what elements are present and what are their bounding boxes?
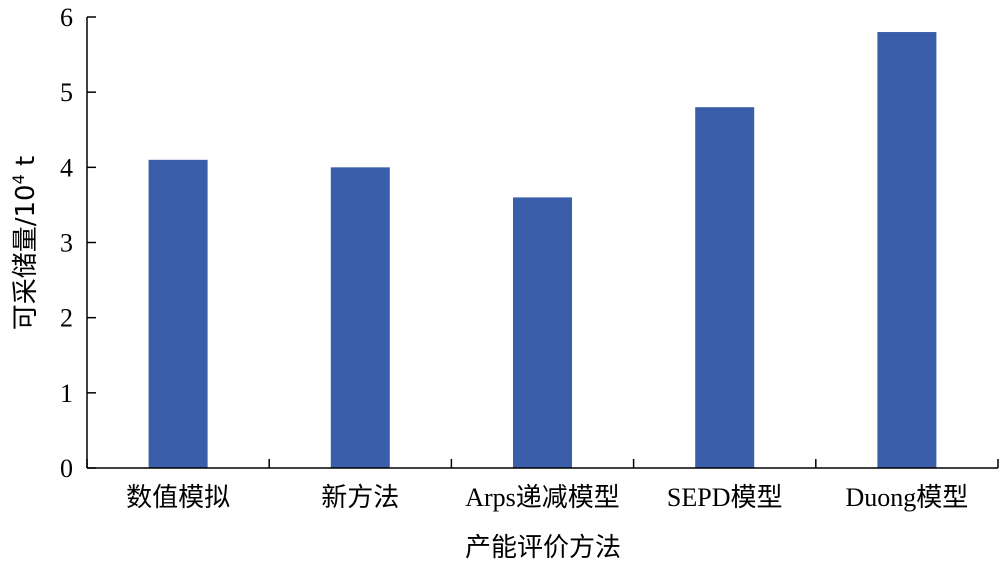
x-tick-label: SEPD模型 (667, 483, 783, 512)
bar-4 (877, 32, 937, 469)
y-axis-title: 可采储量/104 t (9, 156, 41, 331)
bar-1 (330, 167, 390, 469)
y-tick-label: 2 (60, 304, 73, 333)
y-tick-label: 4 (60, 153, 73, 182)
x-tick-label: Arps递减模型 (465, 483, 620, 512)
y-axis-ticks: 0 1 2 3 4 5 6 (60, 3, 96, 483)
x-axis-ticks: 数值模拟 新方法 Arps递减模型 SEPD模型 Duong模型 (86, 459, 999, 512)
bar-3 (695, 107, 755, 468)
x-axis-title: 产能评价方法 (465, 533, 621, 563)
bar-0 (148, 159, 208, 469)
bars-group (148, 32, 937, 469)
bar-2 (513, 197, 572, 468)
y-axis-title-main: 可采储量/10 (11, 184, 41, 330)
y-tick-label: 3 (60, 229, 73, 258)
y-axis-title-unit: t (11, 156, 41, 174)
y-tick-label: 0 (60, 454, 73, 483)
x-tick-label: 新方法 (321, 483, 399, 512)
x-tick-label: Duong模型 (846, 483, 969, 512)
y-tick-label: 5 (60, 78, 73, 107)
y-tick-label: 6 (60, 3, 73, 32)
y-tick-label: 1 (60, 379, 73, 408)
y-axis-title-sup: 4 (9, 174, 28, 184)
x-tick-label: 数值模拟 (126, 483, 230, 512)
